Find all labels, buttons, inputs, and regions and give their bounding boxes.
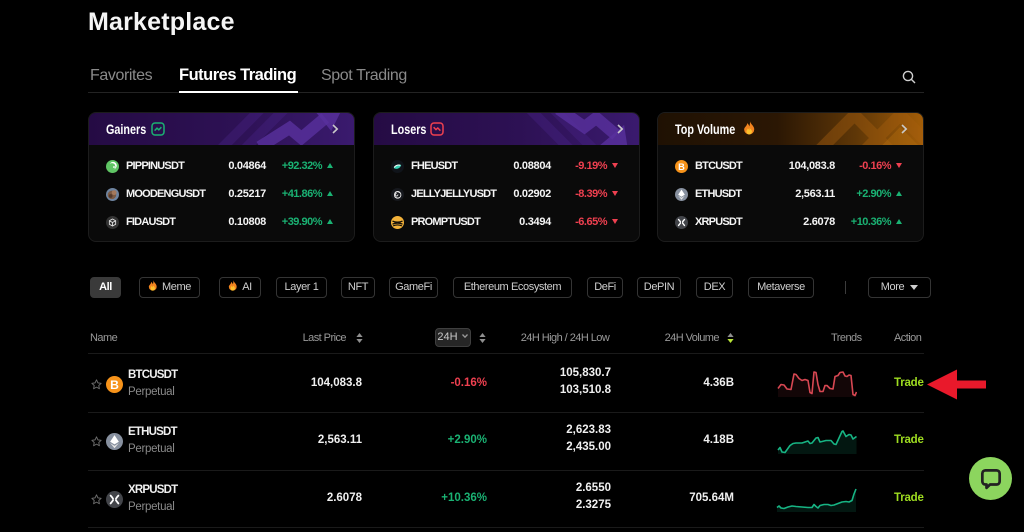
svg-text:B: B (678, 161, 685, 171)
svg-text:B: B (110, 378, 119, 392)
